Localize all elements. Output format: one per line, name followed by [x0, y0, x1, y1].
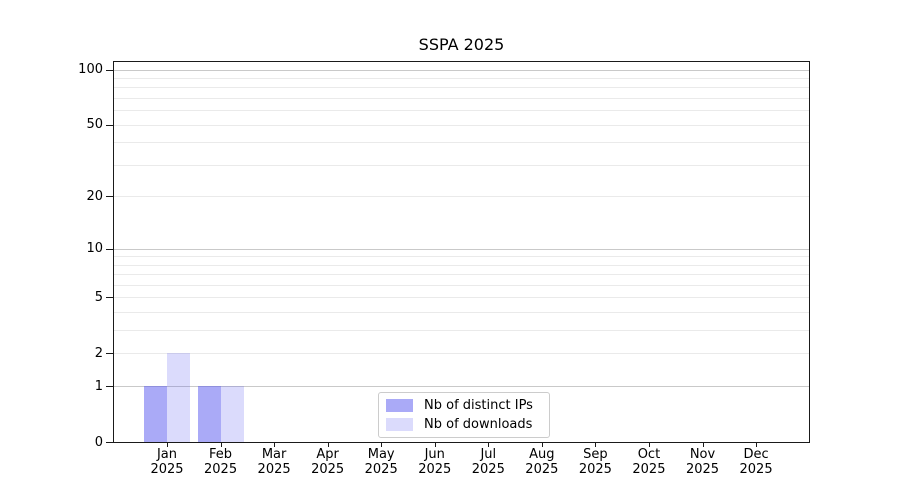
bar-nb-of-downloads-feb — [220, 386, 244, 442]
y-tick-label: 2 — [94, 345, 103, 361]
y-tick — [106, 196, 113, 198]
x-tick-label: Jun 2025 — [418, 447, 452, 477]
legend-swatch-downloads — [386, 418, 413, 431]
gridline — [114, 353, 809, 355]
y-tick-label: 5 — [94, 289, 103, 305]
x-tick — [381, 443, 383, 447]
y-tick-label: 20 — [86, 188, 103, 204]
gridline — [114, 312, 809, 314]
y-tick-label: 0 — [94, 434, 103, 450]
y-tick — [106, 353, 113, 355]
y-tick — [106, 442, 113, 443]
legend-swatch-distinct-ips — [386, 399, 413, 412]
legend-label-downloads: Nb of downloads — [424, 416, 533, 432]
legend-item-distinct-ips: Nb of distinct IPs — [386, 397, 549, 413]
y-tick — [106, 69, 113, 71]
gridline — [114, 69, 809, 71]
gridline — [114, 196, 809, 198]
legend-item-downloads: Nb of downloads — [386, 416, 549, 432]
x-tick — [648, 443, 650, 447]
x-tick — [756, 443, 758, 447]
gridline — [114, 264, 809, 266]
y-tick-label: 1 — [94, 378, 103, 394]
gridline — [114, 124, 809, 126]
gridline — [114, 248, 809, 250]
x-tick — [434, 443, 436, 447]
gridline — [114, 297, 809, 299]
x-tick — [220, 443, 222, 447]
gridline — [114, 78, 809, 79]
x-tick-label: Dec 2025 — [739, 447, 773, 477]
y-tick-label: 100 — [78, 62, 103, 78]
y-tick — [106, 124, 113, 126]
gridline — [114, 87, 809, 89]
x-tick — [167, 443, 168, 447]
bar-nb-of-distinct-ips-feb — [197, 386, 221, 442]
y-tick-label: 50 — [86, 117, 103, 133]
plot-area — [113, 61, 810, 443]
legend-label-distinct-ips: Nb of distinct IPs — [424, 397, 533, 413]
y-tick — [106, 297, 113, 299]
x-tick-label: Mar 2025 — [257, 447, 291, 477]
x-tick — [327, 443, 329, 447]
chart-title: SSPA 2025 — [418, 35, 505, 54]
y-tick-label: 10 — [86, 241, 103, 256]
gridline — [114, 386, 809, 388]
x-tick-label: May 2025 — [364, 447, 398, 477]
bar-nb-of-downloads-jan — [167, 353, 190, 442]
x-tick — [274, 443, 276, 447]
y-tick — [106, 248, 113, 250]
x-tick-label: Sep 2025 — [578, 447, 612, 477]
x-tick-label: Nov 2025 — [685, 447, 720, 477]
gridline — [114, 256, 809, 258]
x-tick — [595, 443, 597, 447]
gridline — [114, 98, 809, 100]
bar-nb-of-distinct-ips-jan — [144, 386, 167, 442]
y-tick — [106, 386, 113, 388]
x-tick — [488, 443, 490, 447]
gridline — [114, 110, 809, 112]
legend: Nb of distinct IPs Nb of downloads — [378, 392, 550, 438]
gridline — [114, 142, 809, 144]
x-tick — [702, 443, 704, 447]
x-tick — [541, 443, 543, 447]
gridline — [114, 274, 809, 276]
gridline — [114, 284, 809, 286]
x-tick-label: Jan 2025 — [150, 447, 184, 477]
x-tick-label: Feb 2025 — [204, 447, 238, 477]
x-tick-label: Aug 2025 — [525, 447, 559, 477]
x-tick-label: Jul 2025 — [471, 447, 505, 477]
gridline — [114, 330, 809, 332]
x-tick-label: Oct 2025 — [632, 447, 666, 477]
x-tick-label: Apr 2025 — [311, 447, 345, 477]
gridline — [114, 164, 809, 166]
